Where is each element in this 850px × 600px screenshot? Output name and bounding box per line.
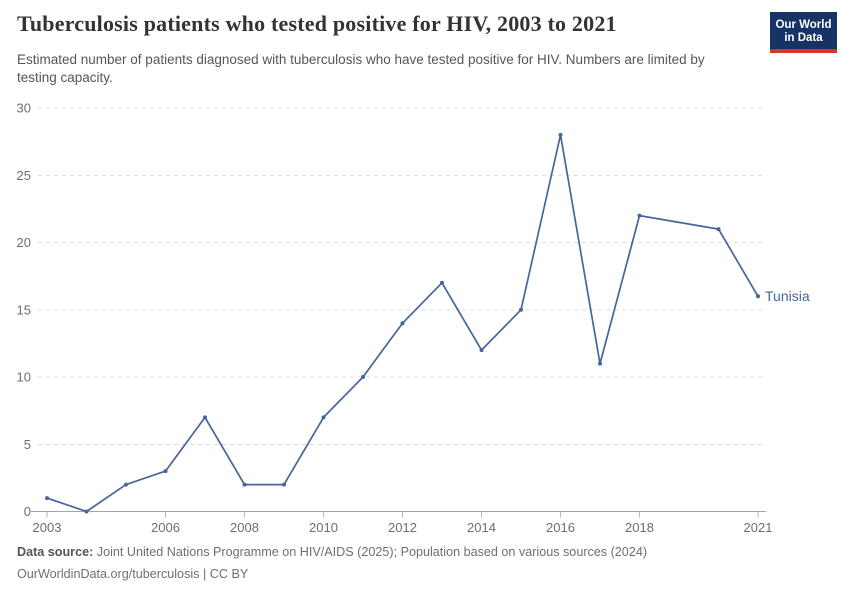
x-axis-tick-label: 2012 — [388, 520, 417, 535]
y-axis-tick-label: 15 — [17, 302, 31, 317]
data-point-marker[interactable] — [558, 132, 563, 137]
data-point-marker[interactable] — [163, 469, 168, 474]
owid-logo-red-bar — [770, 49, 837, 53]
owid-url-link[interactable]: OurWorldinData.org/tuberculosis — [17, 567, 200, 581]
series-entity-label[interactable]: Tunisia — [765, 288, 810, 304]
y-axis-tick-label: 0 — [24, 504, 31, 519]
chart-subtitle: Estimated number of patients diagnosed w… — [17, 52, 705, 85]
y-axis-tick-label: 20 — [17, 235, 31, 250]
data-point-marker[interactable] — [84, 509, 89, 514]
data-point-marker[interactable] — [321, 415, 326, 420]
y-axis-tick-label: 10 — [17, 370, 31, 385]
series-line-tunisia[interactable] — [46, 134, 759, 513]
x-axis-tick-label: 2014 — [467, 520, 496, 535]
owid-logo[interactable]: Our World in Data — [770, 12, 837, 53]
cc-by-link[interactable]: CC BY — [209, 567, 249, 581]
x-axis-tick-label: 2008 — [230, 520, 259, 535]
x-axis-tick-label: 2006 — [151, 520, 180, 535]
data-source-label: Data source: — [17, 545, 94, 559]
x-axis-tick-label: 2003 — [33, 520, 62, 535]
data-point-marker[interactable] — [282, 482, 286, 487]
y-axis-tick-label: 30 — [17, 101, 31, 116]
x-axis-tick-label: 2021 — [744, 520, 773, 535]
data-point-marker[interactable] — [440, 280, 444, 285]
line-chart-canvas[interactable]: 0 5 10 15 20 25 30 2003 2006 2008 2010 2012 2014 2016… — [0, 95, 850, 545]
data-point-marker[interactable] — [479, 348, 484, 353]
license-line: OurWorldinData.org/tuberculosis | CC BY — [17, 563, 647, 585]
data-source-text: Joint United Nations Programme on HIV/AI… — [96, 545, 648, 559]
data-point-marker[interactable] — [598, 361, 602, 366]
data-point-marker[interactable] — [400, 321, 405, 326]
x-axis-tick-label: 2010 — [309, 520, 338, 535]
data-point-marker[interactable] — [361, 375, 365, 379]
data-point-marker[interactable] — [45, 496, 49, 501]
separator: | — [199, 567, 210, 581]
data-point-marker[interactable] — [637, 213, 642, 218]
chart-footer: Data source: Joint United Nations Progra… — [17, 541, 647, 585]
data-point-marker[interactable] — [124, 482, 128, 487]
data-point-marker[interactable] — [756, 294, 760, 299]
data-point-marker[interactable] — [716, 227, 721, 232]
y-axis-tick-label: 25 — [17, 168, 31, 183]
y-axis-tick-label: 5 — [24, 437, 31, 452]
x-axis-tick-label: 2018 — [625, 520, 654, 535]
data-point-marker[interactable] — [203, 415, 207, 420]
data-source-line: Data source: Joint United Nations Progra… — [17, 541, 647, 563]
owid-logo-line2: in Data — [784, 32, 823, 44]
x-axis-tick-label: 2016 — [546, 520, 575, 535]
owid-logo-line1: Our World — [775, 19, 832, 31]
data-point-marker[interactable] — [519, 307, 523, 312]
data-point-marker[interactable] — [242, 482, 247, 487]
chart-title: Tuberculosis patients who tested positiv… — [17, 11, 617, 36]
